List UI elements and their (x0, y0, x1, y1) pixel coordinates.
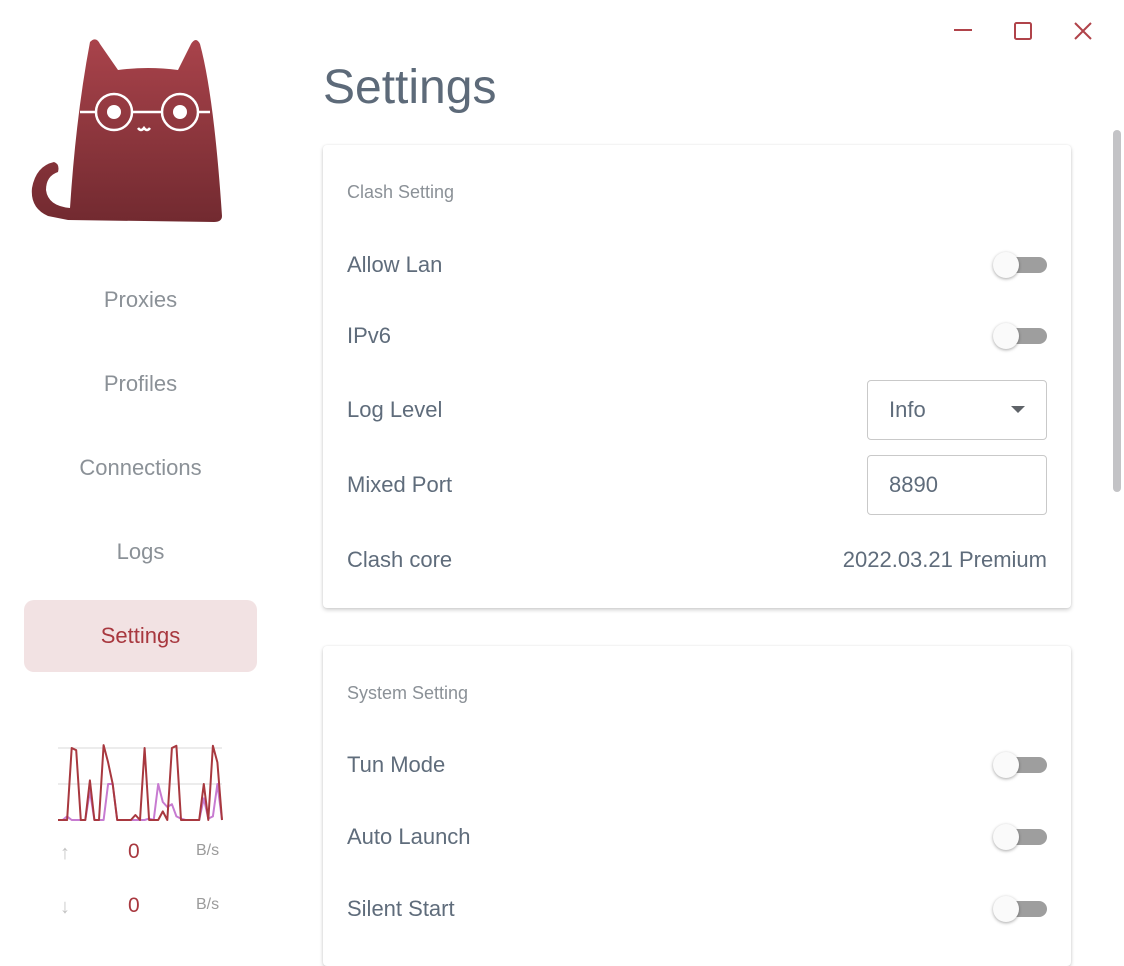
allow-lan-label: Allow Lan (347, 252, 443, 277)
ipv6-row: IPv6 (347, 316, 1047, 356)
clash-core-version: 2022.03.21 Premium (842, 547, 1047, 572)
allow-lan-row: Allow Lan (347, 245, 1047, 285)
download-value: 0 (128, 894, 140, 917)
card-title: System Setting (347, 683, 469, 703)
scrollbar[interactable] (1113, 130, 1121, 492)
sidebar: Proxies Profiles Connections Logs Settin… (0, 0, 282, 937)
log-level-label: Log Level (347, 397, 443, 422)
silent-start-row: Silent Start (347, 889, 1047, 929)
minimize-button[interactable] (946, 14, 980, 48)
allow-lan-toggle[interactable] (993, 250, 1047, 280)
mixed-port-value: 8890 (889, 472, 938, 497)
app-logo-cat (31, 39, 222, 222)
tun-mode-toggle[interactable] (993, 750, 1047, 780)
sidebar-item-settings[interactable]: Settings (24, 600, 257, 672)
arrow-up-icon: ↑ (60, 842, 70, 864)
log-level-row: Log Level Info (347, 380, 1047, 440)
arrow-down-icon: ↓ (60, 896, 70, 918)
auto-launch-toggle[interactable] (993, 822, 1047, 852)
close-icon (1074, 22, 1092, 40)
ipv6-toggle[interactable] (993, 321, 1047, 351)
system-setting-card: System Setting Tun Mode Auto Launch Sile… (323, 646, 1071, 966)
clash-setting-card: Clash Setting Allow Lan IPv6 Log Level I… (323, 145, 1071, 608)
log-level-value: Info (889, 397, 926, 422)
close-button[interactable] (1066, 14, 1100, 48)
card-title: Clash Setting (347, 182, 455, 202)
sidebar-item-label: Logs (116, 539, 165, 564)
mixed-port-row: Mixed Port 8890 (347, 455, 1047, 515)
upload-speed: ↑ 0 B/s (60, 840, 225, 870)
upload-unit: B/s (196, 842, 220, 859)
sidebar-item-profiles[interactable]: Profiles (24, 348, 257, 420)
tun-mode-row: Tun Mode (347, 745, 1047, 785)
sidebar-item-label: Settings (100, 623, 181, 648)
log-level-select[interactable]: Info (867, 380, 1047, 440)
sidebar-item-label: Connections (79, 455, 202, 480)
sidebar-item-label: Proxies (103, 287, 178, 312)
download-series-line (58, 744, 223, 821)
clash-core-label: Clash core (347, 547, 453, 572)
sidebar-item-proxies[interactable]: Proxies (24, 264, 257, 336)
maximize-button[interactable] (1006, 14, 1040, 48)
mixed-port-input[interactable]: 8890 (867, 455, 1047, 515)
auto-launch-row: Auto Launch (347, 817, 1047, 857)
caret-down-icon (1011, 406, 1025, 413)
ipv6-label: IPv6 (347, 323, 392, 348)
download-unit: B/s (196, 896, 220, 913)
download-speed: ↓ 0 B/s (60, 894, 225, 924)
traffic-graph (58, 744, 223, 821)
sidebar-item-label: Profiles (103, 371, 178, 396)
silent-start-toggle[interactable] (993, 894, 1047, 924)
clash-core-row: Clash core 2022.03.21 Premium (347, 540, 1047, 580)
sidebar-item-connections[interactable]: Connections (24, 432, 257, 504)
upload-value: 0 (128, 840, 140, 863)
maximize-icon (1014, 22, 1032, 40)
sidebar-item-logs[interactable]: Logs (24, 516, 257, 588)
page-title: Settings (323, 61, 497, 114)
tun-mode-label: Tun Mode (347, 752, 446, 777)
auto-launch-label: Auto Launch (347, 824, 471, 849)
silent-start-label: Silent Start (347, 896, 455, 921)
mixed-port-label: Mixed Port (347, 472, 453, 497)
